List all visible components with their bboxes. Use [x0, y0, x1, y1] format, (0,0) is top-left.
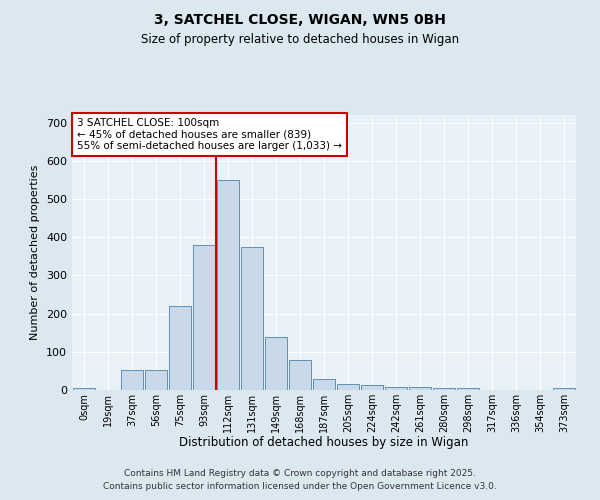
X-axis label: Distribution of detached houses by size in Wigan: Distribution of detached houses by size …: [179, 436, 469, 450]
Bar: [265, 338, 287, 390]
Bar: [289, 360, 311, 390]
Bar: [337, 384, 359, 390]
Y-axis label: Number of detached properties: Number of detached properties: [31, 165, 40, 340]
Text: Contains public sector information licensed under the Open Government Licence v3: Contains public sector information licen…: [103, 482, 497, 491]
Bar: [73, 388, 95, 390]
Bar: [361, 385, 383, 390]
Bar: [433, 388, 455, 390]
Bar: [169, 306, 191, 390]
Text: 3 SATCHEL CLOSE: 100sqm
← 45% of detached houses are smaller (839)
55% of semi-d: 3 SATCHEL CLOSE: 100sqm ← 45% of detache…: [77, 118, 342, 151]
Text: Size of property relative to detached houses in Wigan: Size of property relative to detached ho…: [141, 32, 459, 46]
Bar: [409, 388, 431, 390]
Text: Contains HM Land Registry data © Crown copyright and database right 2025.: Contains HM Land Registry data © Crown c…: [124, 468, 476, 477]
Bar: [241, 247, 263, 390]
Bar: [193, 245, 215, 390]
Bar: [553, 388, 575, 390]
Text: 3, SATCHEL CLOSE, WIGAN, WN5 0BH: 3, SATCHEL CLOSE, WIGAN, WN5 0BH: [154, 12, 446, 26]
Bar: [145, 370, 167, 390]
Bar: [121, 370, 143, 390]
Bar: [457, 388, 479, 390]
Bar: [385, 388, 407, 390]
Bar: [217, 180, 239, 390]
Bar: [313, 378, 335, 390]
